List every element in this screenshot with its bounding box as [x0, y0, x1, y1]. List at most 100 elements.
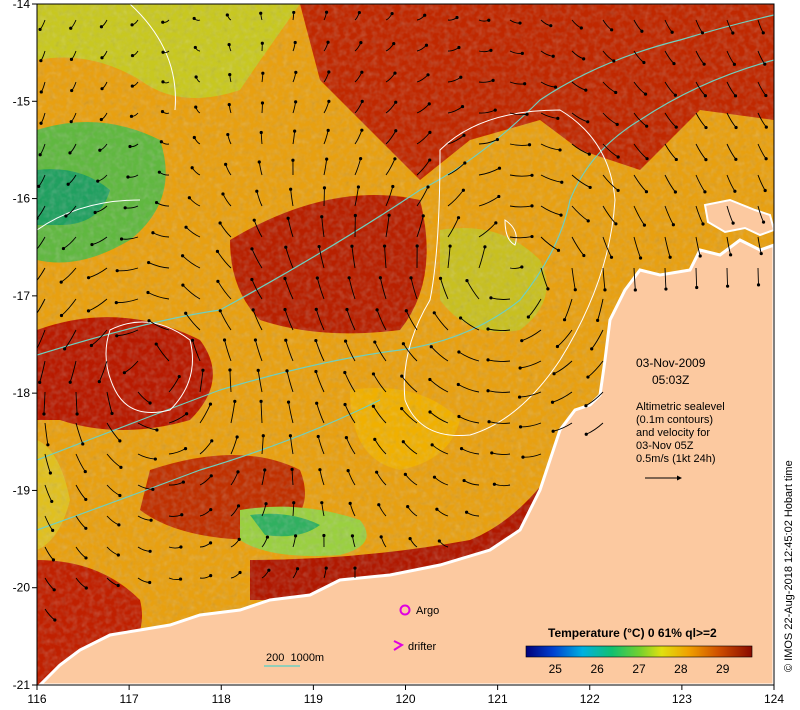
velocity-arrow-head: [733, 189, 737, 193]
velocity-arrow: [416, 132, 431, 145]
velocity-arrow-head: [194, 105, 198, 109]
velocity-arrow-head: [123, 206, 127, 210]
velocity-arrow: [344, 372, 356, 393]
velocity-arrow: [285, 247, 294, 269]
velocity-arrow-head: [294, 70, 298, 74]
velocity-arrow-head: [763, 188, 767, 193]
velocity-arrow-head: [497, 194, 501, 199]
velocity-arrow-head: [190, 338, 195, 342]
velocity-arrow: [602, 174, 619, 191]
velocity-arrow-head: [391, 184, 395, 189]
velocity-arrow-head: [253, 338, 257, 342]
velocity-arrow-head: [128, 144, 132, 149]
velocity-arrow: [182, 284, 201, 300]
x-tick-label: 119: [304, 692, 323, 706]
velocity-arrow-head: [610, 28, 614, 32]
velocity-arrow: [458, 416, 480, 424]
velocity-arrow-head: [664, 287, 668, 291]
velocity-arrow-head: [494, 221, 498, 225]
velocity-arrow-head: [645, 124, 649, 128]
y-tick-label: -17: [13, 289, 31, 303]
velocity-arrow: [219, 310, 232, 331]
velocity-arrow-head: [556, 116, 560, 120]
argo-label: Argo: [416, 605, 439, 617]
velocity-arrow-head: [673, 93, 677, 97]
velocity-arrow-head: [46, 443, 50, 447]
velocity-arrow: [553, 422, 573, 432]
velocity-arrow-head: [33, 249, 36, 252]
velocity-arrow: [374, 341, 387, 362]
velocity-arrow: [571, 236, 585, 256]
velocity-arrow: [416, 159, 431, 176]
velocity-arrow-head: [69, 57, 74, 62]
velocity-arrow-head: [695, 285, 699, 290]
velocity-arrow-head: [295, 567, 300, 571]
velocity-arrow-head: [455, 15, 459, 20]
velocity-arrow-head: [596, 318, 600, 322]
velocity-arrow: [192, 340, 201, 362]
velocity-arrow-head: [81, 442, 85, 446]
velocity-arrow: [433, 312, 449, 331]
velocity-arrow-head: [146, 290, 150, 295]
velocity-arrow-head: [86, 309, 91, 313]
velocity-arrow: [440, 278, 449, 300]
velocity-arrow-head: [236, 470, 240, 474]
velocity-arrow-head: [115, 334, 119, 338]
velocity-arrow: [219, 222, 232, 238]
velocity-arrow-head: [756, 283, 761, 287]
velocity-arrow-head: [149, 518, 153, 522]
velocity-arrow-head: [584, 432, 588, 436]
velocity-arrow-head: [586, 120, 590, 124]
velocity-arrow-head: [435, 507, 439, 511]
velocity-arrow-head: [486, 327, 490, 331]
velocity-arrow: [61, 298, 77, 316]
velocity-arrow-head: [518, 425, 523, 429]
velocity-arrow-head: [609, 255, 614, 259]
velocity-arrow-head: [97, 380, 101, 384]
y-tick-label: -18: [13, 386, 31, 400]
x-tick-label: 120: [395, 692, 415, 706]
velocity-arrow: [257, 370, 263, 393]
velocity-arrow-head: [216, 279, 220, 283]
velocity-arrow-head: [403, 472, 407, 476]
velocity-arrow-head: [215, 249, 220, 253]
velocity-arrow-head: [327, 99, 331, 103]
velocity-arrow-head: [119, 237, 124, 241]
velocity-arrow-head: [347, 276, 351, 280]
velocity-arrow-head: [612, 59, 616, 63]
velocity-arrow-head: [345, 307, 349, 312]
velocity-arrow-head: [315, 401, 319, 405]
velocity-arrow-head: [290, 467, 294, 471]
velocity-arrow-head: [117, 523, 121, 527]
velocity-arrow-head: [393, 71, 397, 75]
velocity-arrow: [252, 309, 263, 331]
velocity-arrow-head: [181, 283, 185, 287]
velocity-arrow: [447, 217, 459, 238]
velocity-arrow-head: [69, 120, 73, 124]
colorbar: [525, 645, 753, 658]
velocity-arrow-head: [379, 535, 383, 539]
velocity-arrow-head: [265, 535, 270, 539]
velocity-arrow-head: [424, 43, 429, 47]
velocity-arrow-head: [525, 112, 529, 116]
velocity-arrow-head: [428, 377, 432, 382]
velocity-arrow: [385, 186, 394, 207]
velocity-arrow-head: [315, 276, 319, 280]
velocity-arrow-head: [421, 214, 425, 218]
velocity-arrow-head: [346, 469, 350, 473]
velocity-arrow-head: [284, 338, 288, 342]
annotation-line: and velocity for: [636, 427, 710, 439]
velocity-arrow: [509, 205, 533, 208]
velocity-arrow-head: [392, 41, 396, 46]
velocity-arrow: [37, 267, 46, 282]
velocity-arrow-head: [261, 71, 265, 75]
velocity-arrow-head: [236, 504, 241, 508]
velocity-arrows: [33, 10, 768, 622]
y-tick-label: -20: [13, 581, 31, 595]
velocity-arrow-head: [39, 59, 43, 63]
velocity-arrow-head: [99, 117, 103, 122]
velocity-arrow-head: [551, 429, 555, 433]
velocity-arrow-head: [530, 204, 534, 208]
velocity-arrow: [373, 373, 387, 393]
